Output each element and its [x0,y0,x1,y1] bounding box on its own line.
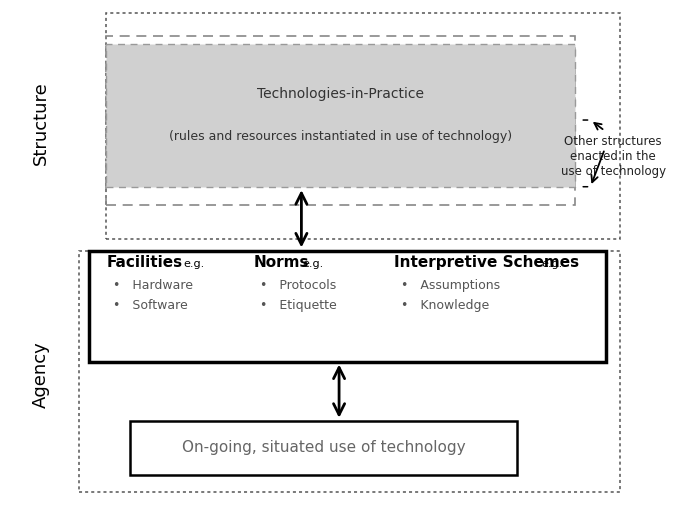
Bar [106,36,575,205]
Text: Other structures
enacted in the
use of technology: Other structures enacted in the use of t… [560,135,666,178]
Text: •   Software: • Software [113,299,188,312]
Text: •   Hardware: • Hardware [113,279,193,292]
Text: •   Protocols: • Protocols [260,279,336,292]
Text: Technologies-in-Practice: Technologies-in-Practice [258,87,424,101]
Text: e.g.: e.g. [303,259,324,269]
Text: e.g.: e.g. [184,259,205,269]
Text: •   Knowledge: • Knowledge [401,299,489,312]
Text: •   Assumptions: • Assumptions [401,279,500,292]
Bar [106,44,575,187]
Text: •   Etiquette: • Etiquette [260,299,337,312]
Text: (rules and resources instantiated in use of technology): (rules and resources instantiated in use… [169,130,512,144]
Bar [89,251,606,362]
Bar [106,13,620,239]
Text: On-going, situated use of technology: On-going, situated use of technology [182,440,466,455]
Text: Norms: Norms [253,255,309,270]
Text: Agency: Agency [32,341,50,408]
Bar [79,251,620,492]
Bar [130,421,517,475]
Text: Facilities: Facilities [106,255,182,270]
Text: Interpretive Schemes: Interpretive Schemes [394,255,579,270]
Text: e.g.: e.g. [541,259,562,269]
Text: Structure: Structure [32,81,50,165]
